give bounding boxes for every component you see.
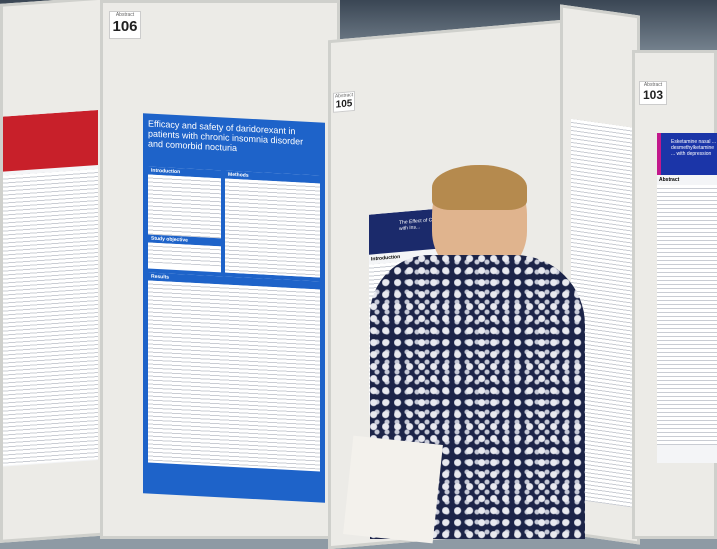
- board-number-106: Abstract 106: [109, 11, 141, 39]
- board-number-text: 103: [642, 88, 664, 102]
- board-number-caption: Abstract: [643, 82, 663, 88]
- poster-board-103: Abstract 103 Esketamine nasal ... desmeth…: [632, 50, 717, 539]
- tote-bag: [343, 435, 443, 544]
- right-poster: Esketamine nasal ... desmethylketamine .…: [657, 133, 717, 463]
- right-poster-title: Esketamine nasal ... desmethylketamine .…: [657, 133, 717, 175]
- main-poster: Efficacy and safety of daridorexant in p…: [143, 113, 325, 503]
- poster-board-106: Abstract 106 Efficacy and safety of darid…: [100, 0, 340, 539]
- left-poster: [3, 109, 98, 467]
- board-number-105: Abstract 105: [333, 90, 355, 113]
- section-abstract: Abstract: [659, 177, 680, 183]
- board-number-103: Abstract 103: [639, 81, 667, 105]
- board-number-text: 106: [112, 18, 138, 35]
- board-number-caption: Abstract: [115, 12, 135, 18]
- poster-board-left: [0, 0, 110, 543]
- board-number-text: 105: [335, 98, 353, 111]
